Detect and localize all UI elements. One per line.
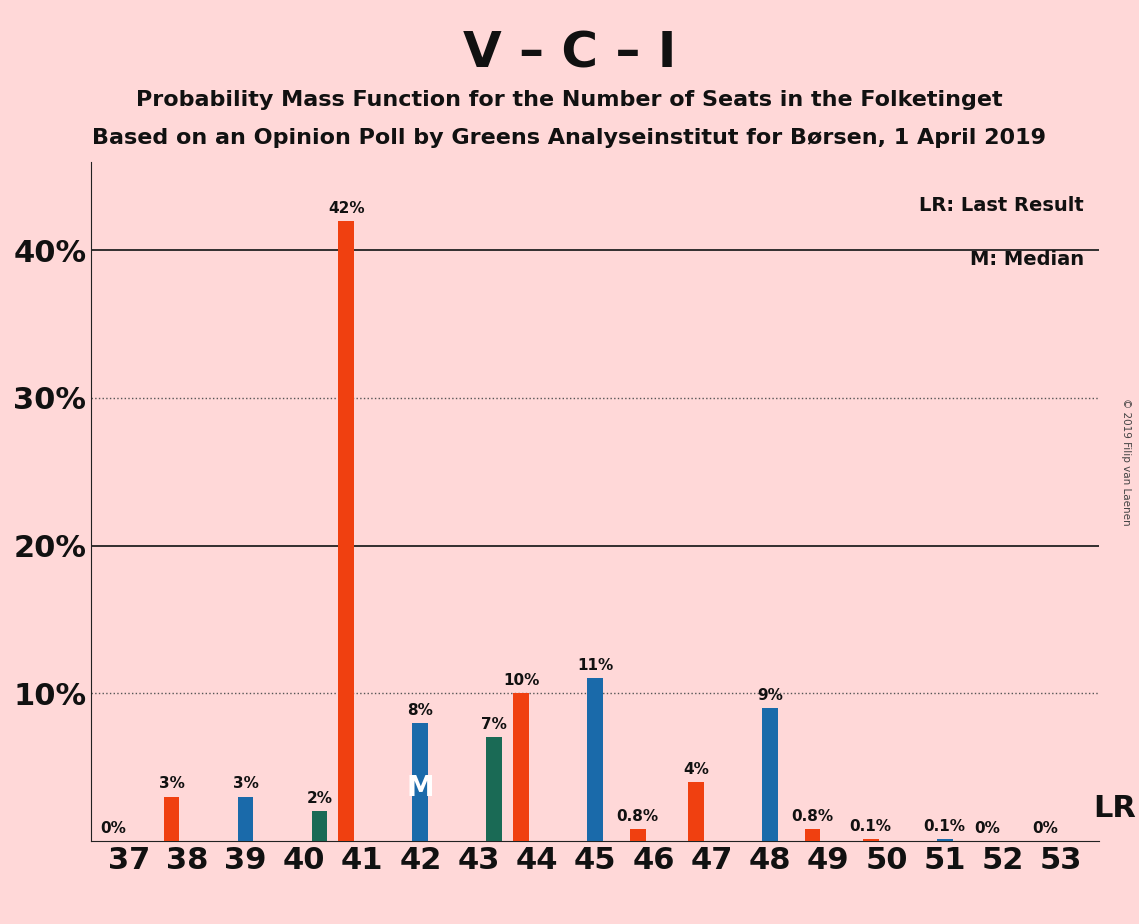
- Text: 2%: 2%: [306, 791, 333, 806]
- Text: 9%: 9%: [757, 687, 782, 703]
- Bar: [312, 811, 327, 841]
- Text: 7%: 7%: [482, 717, 507, 733]
- Text: 0%: 0%: [1033, 821, 1058, 835]
- Text: 8%: 8%: [408, 702, 433, 718]
- Text: 3%: 3%: [158, 776, 185, 791]
- Text: 11%: 11%: [577, 658, 613, 674]
- Bar: [937, 839, 952, 841]
- Text: 42%: 42%: [328, 201, 364, 215]
- Text: 3%: 3%: [232, 776, 259, 791]
- Bar: [762, 708, 778, 841]
- Text: 0.8%: 0.8%: [616, 808, 658, 824]
- Text: © 2019 Filip van Laenen: © 2019 Filip van Laenen: [1121, 398, 1131, 526]
- Text: Probability Mass Function for the Number of Seats in the Folketinget: Probability Mass Function for the Number…: [137, 90, 1002, 110]
- Text: 0.8%: 0.8%: [792, 808, 834, 824]
- Bar: [863, 839, 878, 841]
- Text: LR: Last Result: LR: Last Result: [919, 196, 1084, 214]
- Bar: [804, 829, 820, 841]
- Text: 4%: 4%: [683, 761, 708, 776]
- Bar: [588, 678, 603, 841]
- Text: LR: LR: [1093, 794, 1137, 823]
- Bar: [630, 829, 646, 841]
- Text: 0%: 0%: [100, 821, 126, 835]
- Bar: [486, 737, 502, 841]
- Text: 0.1%: 0.1%: [924, 820, 966, 834]
- Bar: [412, 723, 428, 841]
- Text: V – C – I: V – C – I: [462, 30, 677, 78]
- Bar: [238, 796, 253, 841]
- Bar: [514, 693, 528, 841]
- Bar: [688, 782, 704, 841]
- Text: 0%: 0%: [974, 821, 1000, 835]
- Text: 10%: 10%: [503, 673, 539, 688]
- Text: 0.1%: 0.1%: [850, 820, 892, 834]
- Text: Based on an Opinion Poll by Greens Analyseinstitut for Børsen, 1 April 2019: Based on an Opinion Poll by Greens Analy…: [92, 128, 1047, 148]
- Bar: [164, 796, 180, 841]
- Text: M: Median: M: Median: [970, 250, 1084, 269]
- Text: M: M: [407, 773, 434, 802]
- Bar: [338, 221, 354, 841]
